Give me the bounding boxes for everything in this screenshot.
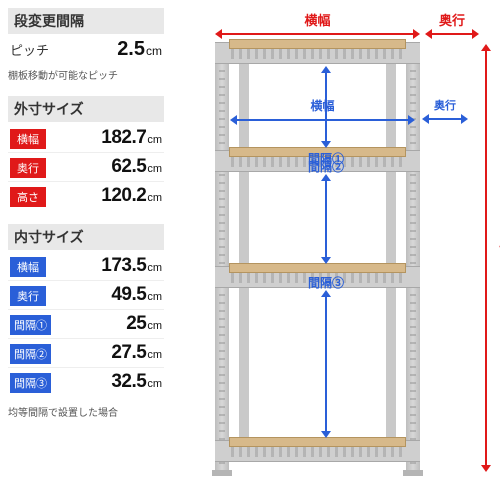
inner-header: 内寸サイズ (8, 224, 164, 250)
dim-row: 間隔① 25cm (8, 309, 164, 338)
outer-height-label: 高さ (496, 244, 500, 272)
pitch-header: 段変更間隔 (8, 8, 164, 34)
pitch-unit: cm (146, 44, 162, 58)
spec-panel: 段変更間隔 ピッチ 2.5 cm 棚板移動が可能なピッチ 外寸サイズ 横幅 182… (0, 0, 170, 500)
dim-chip: 間隔① (10, 315, 51, 335)
outer-header: 外寸サイズ (8, 96, 164, 122)
inner-dim-list: 横幅173.5cm奥行49.5cm間隔①25cm間隔②27.5cm間隔③32.5… (8, 252, 164, 396)
dim-row: 奥行 49.5cm (8, 280, 164, 309)
gap-label: 間隔② (308, 158, 344, 175)
pitch-value: 2.5 (117, 38, 145, 61)
dim-row: 横幅 182.7cm (8, 124, 164, 152)
dim-chip: 奥行 (10, 158, 46, 178)
pitch-label: ピッチ (10, 40, 49, 59)
inner-footnote: 均等間隔で設置した場合 (8, 404, 164, 419)
dim-unit: cm (147, 349, 162, 361)
dim-row: 横幅 173.5cm (8, 252, 164, 280)
dim-unit: cm (147, 262, 162, 274)
shelf-beam (215, 440, 420, 462)
dim-chip: 奥行 (10, 286, 46, 306)
dim-row: 奥行 62.5cm (8, 152, 164, 181)
dim-value: 182.7 (101, 127, 146, 149)
dim-unit: cm (147, 320, 162, 332)
gap-arrow: 間隔① (318, 66, 334, 148)
diagram-panel: 横幅 奥行 横幅 奥行 間隔①間隔②間隔③ 高さ (170, 0, 500, 500)
dim-value: 49.5 (111, 284, 146, 306)
dim-value: 173.5 (101, 255, 146, 277)
outer-depth-label: 奥行 (425, 10, 479, 29)
dim-value: 62.5 (111, 156, 146, 178)
dim-unit: cm (147, 192, 162, 204)
dim-row: 高さ 120.2cm (8, 181, 164, 210)
gap-label: 間隔③ (308, 274, 344, 291)
outer-depth-arrow: 奥行 (425, 26, 479, 42)
dim-unit: cm (147, 163, 162, 175)
dim-unit: cm (147, 378, 162, 390)
pitch-note: 棚板移動が可能なピッチ (8, 67, 164, 82)
gap-arrow: 間隔③ (318, 290, 334, 438)
dim-chip: 横幅 (10, 129, 46, 149)
dim-unit: cm (147, 134, 162, 146)
dim-chip: 高さ (10, 187, 46, 207)
outer-height-arrow: 高さ (478, 44, 494, 472)
dim-unit: cm (147, 291, 162, 303)
dim-chip: 横幅 (10, 257, 46, 277)
pitch-row: ピッチ 2.5 cm (8, 36, 164, 67)
dim-chip: 間隔② (10, 344, 51, 364)
gap-arrow: 間隔② (318, 174, 334, 264)
dim-value: 120.2 (101, 185, 146, 207)
dim-row: 間隔② 27.5cm (8, 338, 164, 367)
outer-width-label: 横幅 (215, 10, 420, 29)
inner-depth-label: 奥行 (422, 97, 468, 113)
shelf-beam (215, 42, 420, 64)
outer-dim-list: 横幅182.7cm奥行62.5cm高さ120.2cm (8, 124, 164, 210)
dim-value: 27.5 (111, 342, 146, 364)
dim-value: 32.5 (111, 371, 146, 393)
dim-chip: 間隔③ (10, 373, 51, 393)
inner-depth-arrow: 奥行 (422, 112, 468, 126)
dim-row: 間隔③ 32.5cm (8, 367, 164, 396)
dim-value: 25 (126, 313, 146, 335)
